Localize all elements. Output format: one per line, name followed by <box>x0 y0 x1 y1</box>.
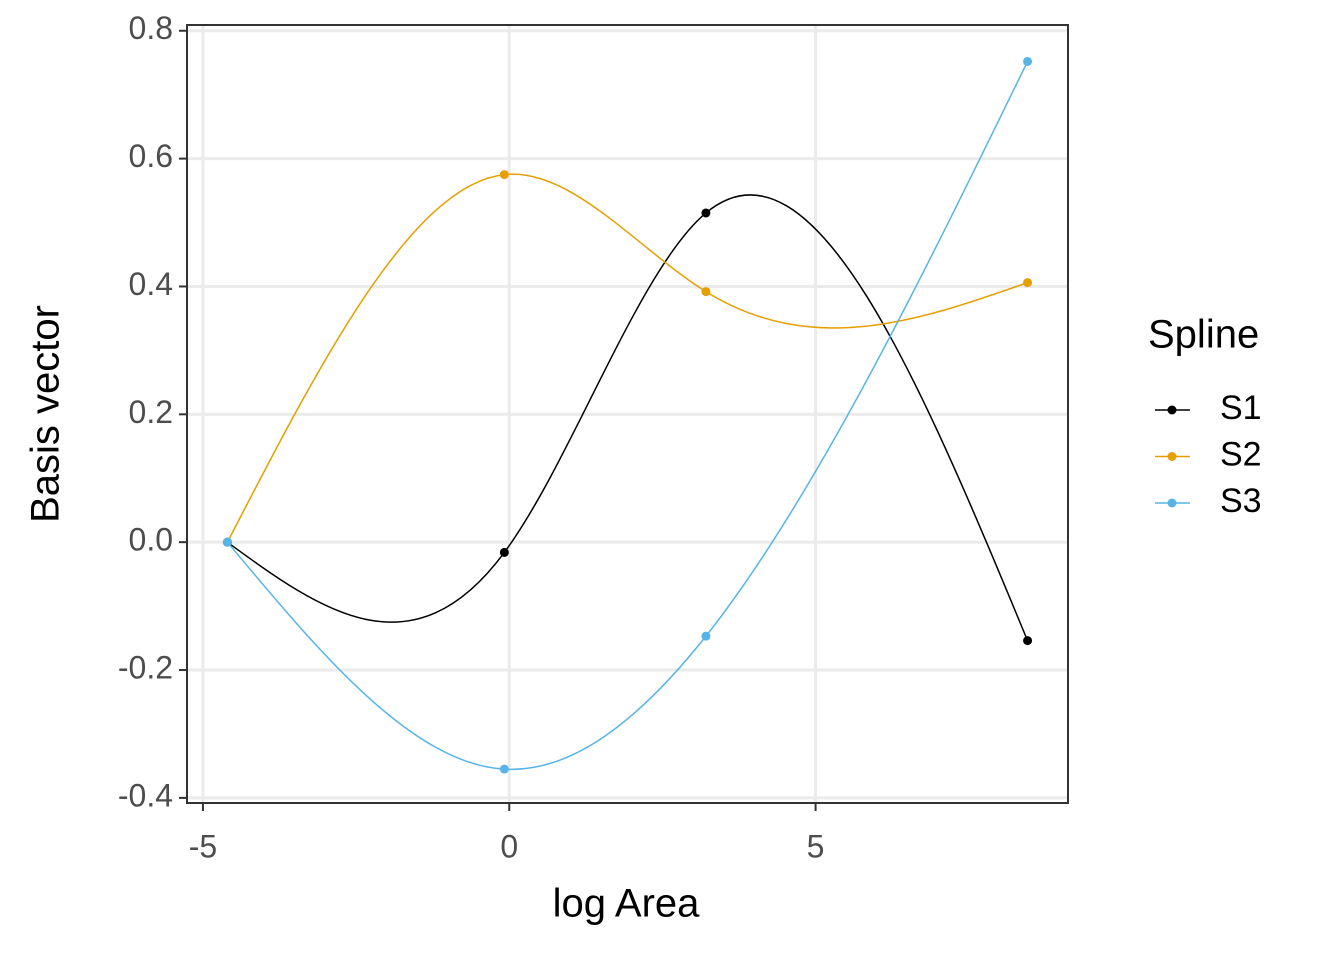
legend-key-point <box>1167 405 1177 415</box>
x-tick-label: 0 <box>500 828 518 864</box>
data-point <box>701 631 711 641</box>
legend-title: Spline <box>1148 313 1259 357</box>
data-point <box>1023 636 1033 646</box>
data-point <box>499 764 509 774</box>
y-tick-label: 0.0 <box>129 522 173 558</box>
y-tick-label: 0.6 <box>129 138 173 174</box>
y-tick-label: -0.4 <box>118 777 173 813</box>
legend-label: S3 <box>1220 482 1262 520</box>
series-line <box>226 194 1029 641</box>
legend-label: S2 <box>1220 435 1262 473</box>
y-tick-label: -0.2 <box>118 649 173 685</box>
legend-label: S1 <box>1220 389 1262 427</box>
y-axis-title: Basis vector <box>24 305 68 523</box>
data-point <box>1023 56 1033 66</box>
data-point <box>701 287 711 297</box>
y-tick-label: 0.2 <box>129 394 173 430</box>
data-point <box>1023 278 1033 288</box>
plot-border <box>186 24 1069 804</box>
data-point <box>499 547 509 557</box>
data-point <box>222 537 232 547</box>
legend-key-point <box>1167 498 1177 508</box>
x-axis-title: log Area <box>553 882 701 926</box>
y-tick-label: 0.4 <box>129 266 173 302</box>
series-line <box>226 173 1028 543</box>
series-line <box>226 61 1029 770</box>
y-tick-label: 0.8 <box>129 10 173 46</box>
x-tick-label: -5 <box>189 828 217 864</box>
legend-key-point <box>1167 452 1177 461</box>
data-point <box>499 170 509 180</box>
x-tick-label: 5 <box>807 828 825 864</box>
data-point <box>701 208 711 218</box>
